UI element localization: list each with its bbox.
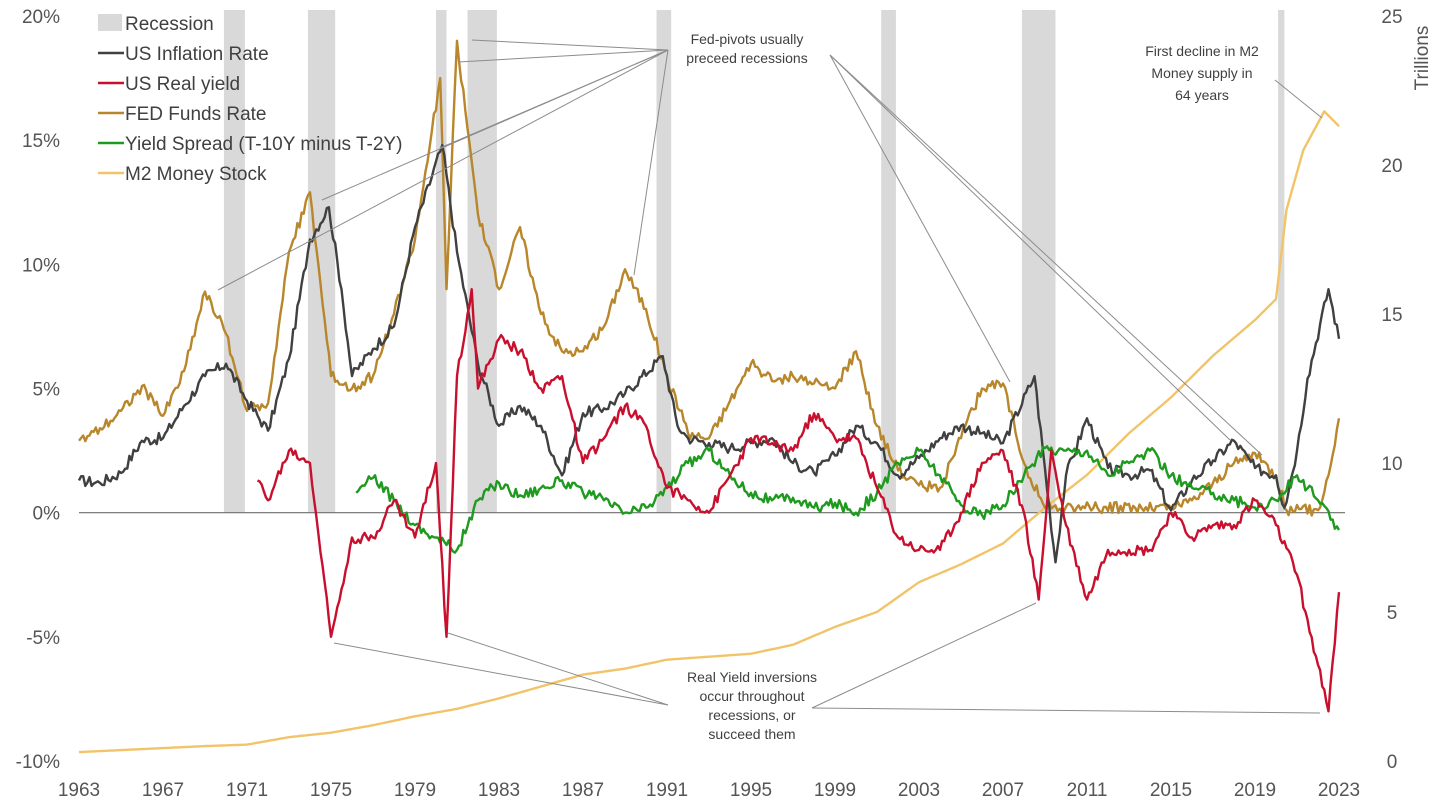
left-axis-ticks: 20% 15% 10% 5% 0% -5% -10% <box>16 7 60 773</box>
x-tick-label: 1987 <box>562 780 604 801</box>
x-tick-label: 1975 <box>310 780 352 801</box>
right-tick-label: 0 <box>1387 752 1398 773</box>
left-tick-label: -10% <box>16 752 60 773</box>
x-tick-label: 1999 <box>814 780 856 801</box>
legend-label: US Real yield <box>125 74 240 95</box>
x-tick-label: 1983 <box>478 780 520 801</box>
series-line-us-real-yield <box>256 288 1341 713</box>
series-line-us-inflation-rate <box>77 143 1341 564</box>
callout-line-6 <box>829 54 1011 383</box>
legend-label: US Inflation Rate <box>125 44 269 65</box>
x-axis-ticks: 1963 1967 1971 1975 1979 1983 1987 1991 1995 1999… <box>58 780 1360 801</box>
series-line-m2-money-stock <box>78 110 1340 754</box>
callout-line-13 <box>811 707 1321 714</box>
right-tick-label: 15 <box>1381 305 1402 326</box>
legend-label: FED Funds Rate <box>125 104 267 125</box>
x-tick-label: 2015 <box>1150 780 1192 801</box>
callout-line-3 <box>457 49 669 63</box>
legend-swatch-recession <box>98 14 122 31</box>
legend-label: M2 Money Stock <box>125 164 267 185</box>
callout-line-11 <box>447 632 669 706</box>
series-line-yield-spread-t-10y-minus-t-2y- <box>355 445 1341 554</box>
annotation-2-line: Real Yield inversions <box>687 669 817 685</box>
callout-line-8 <box>829 54 1263 456</box>
left-tick-label: 0% <box>33 504 61 525</box>
x-tick-label: 1967 <box>142 780 184 801</box>
x-tick-label: 1979 <box>394 780 436 801</box>
callout-line-5 <box>633 49 669 276</box>
x-tick-label: 2003 <box>898 780 940 801</box>
left-tick-label: -5% <box>26 628 60 649</box>
annotation-0-line: preceed recessions <box>686 50 807 66</box>
legend-label: Recession <box>125 14 214 35</box>
callout-line-10 <box>333 642 669 706</box>
callout-line-7 <box>829 54 1231 441</box>
x-tick-label: 1971 <box>226 780 268 801</box>
x-tick-label: 1963 <box>58 780 100 801</box>
x-tick-label: 2023 <box>1318 780 1360 801</box>
left-tick-label: 10% <box>22 255 60 276</box>
right-axis-title: Trillions <box>1412 26 1433 91</box>
right-tick-label: 10 <box>1381 454 1402 475</box>
x-tick-label: 2011 <box>1067 780 1108 801</box>
annotation-1-line: Money supply in <box>1151 65 1252 81</box>
callout-lines <box>217 39 1323 714</box>
annotation-0-line: Fed-pivots usually <box>691 31 804 47</box>
x-tick-label: 2007 <box>982 780 1024 801</box>
right-tick-label: 20 <box>1381 156 1402 177</box>
annotation-1-line: 64 years <box>1175 87 1229 103</box>
callout-line-2 <box>439 49 669 149</box>
x-tick-label: 2019 <box>1234 780 1276 801</box>
annotation-1-line: First decline in M2 <box>1145 43 1259 59</box>
callout-line-12 <box>811 602 1037 709</box>
annotation-texts: Fed-pivots usually preceed recessions Firs… <box>686 31 1259 742</box>
recession-band-5 <box>881 10 896 513</box>
legend-label: Yield Spread (T-10Y minus T-2Y) <box>125 134 402 155</box>
recession-band-6 <box>1021 10 1056 513</box>
recession-bands <box>223 10 1285 513</box>
left-tick-label: 5% <box>33 380 61 401</box>
recession-band-4 <box>656 10 672 513</box>
right-tick-label: 5 <box>1387 603 1398 624</box>
annotation-2-line: occur throughout <box>699 688 804 704</box>
right-tick-label: 25 <box>1381 7 1402 28</box>
callout-line-4 <box>471 39 669 51</box>
callout-line-0 <box>217 49 669 291</box>
recession-band-2 <box>436 10 447 513</box>
annotation-2-line: recessions, or <box>708 707 795 723</box>
x-tick-label: 1995 <box>730 780 772 801</box>
left-tick-label: 15% <box>22 131 60 152</box>
recession-band-1 <box>307 10 336 513</box>
right-axis-ticks: 25 20 15 10 5 0 <box>1381 7 1402 773</box>
annotation-2-line: succeed them <box>708 726 795 742</box>
legend: Recession US Inflation Rate US Real yield F… <box>98 14 402 185</box>
callout-line-9 <box>1274 79 1323 119</box>
left-tick-label: 20% <box>22 7 60 28</box>
x-tick-label: 1991 <box>646 780 688 801</box>
